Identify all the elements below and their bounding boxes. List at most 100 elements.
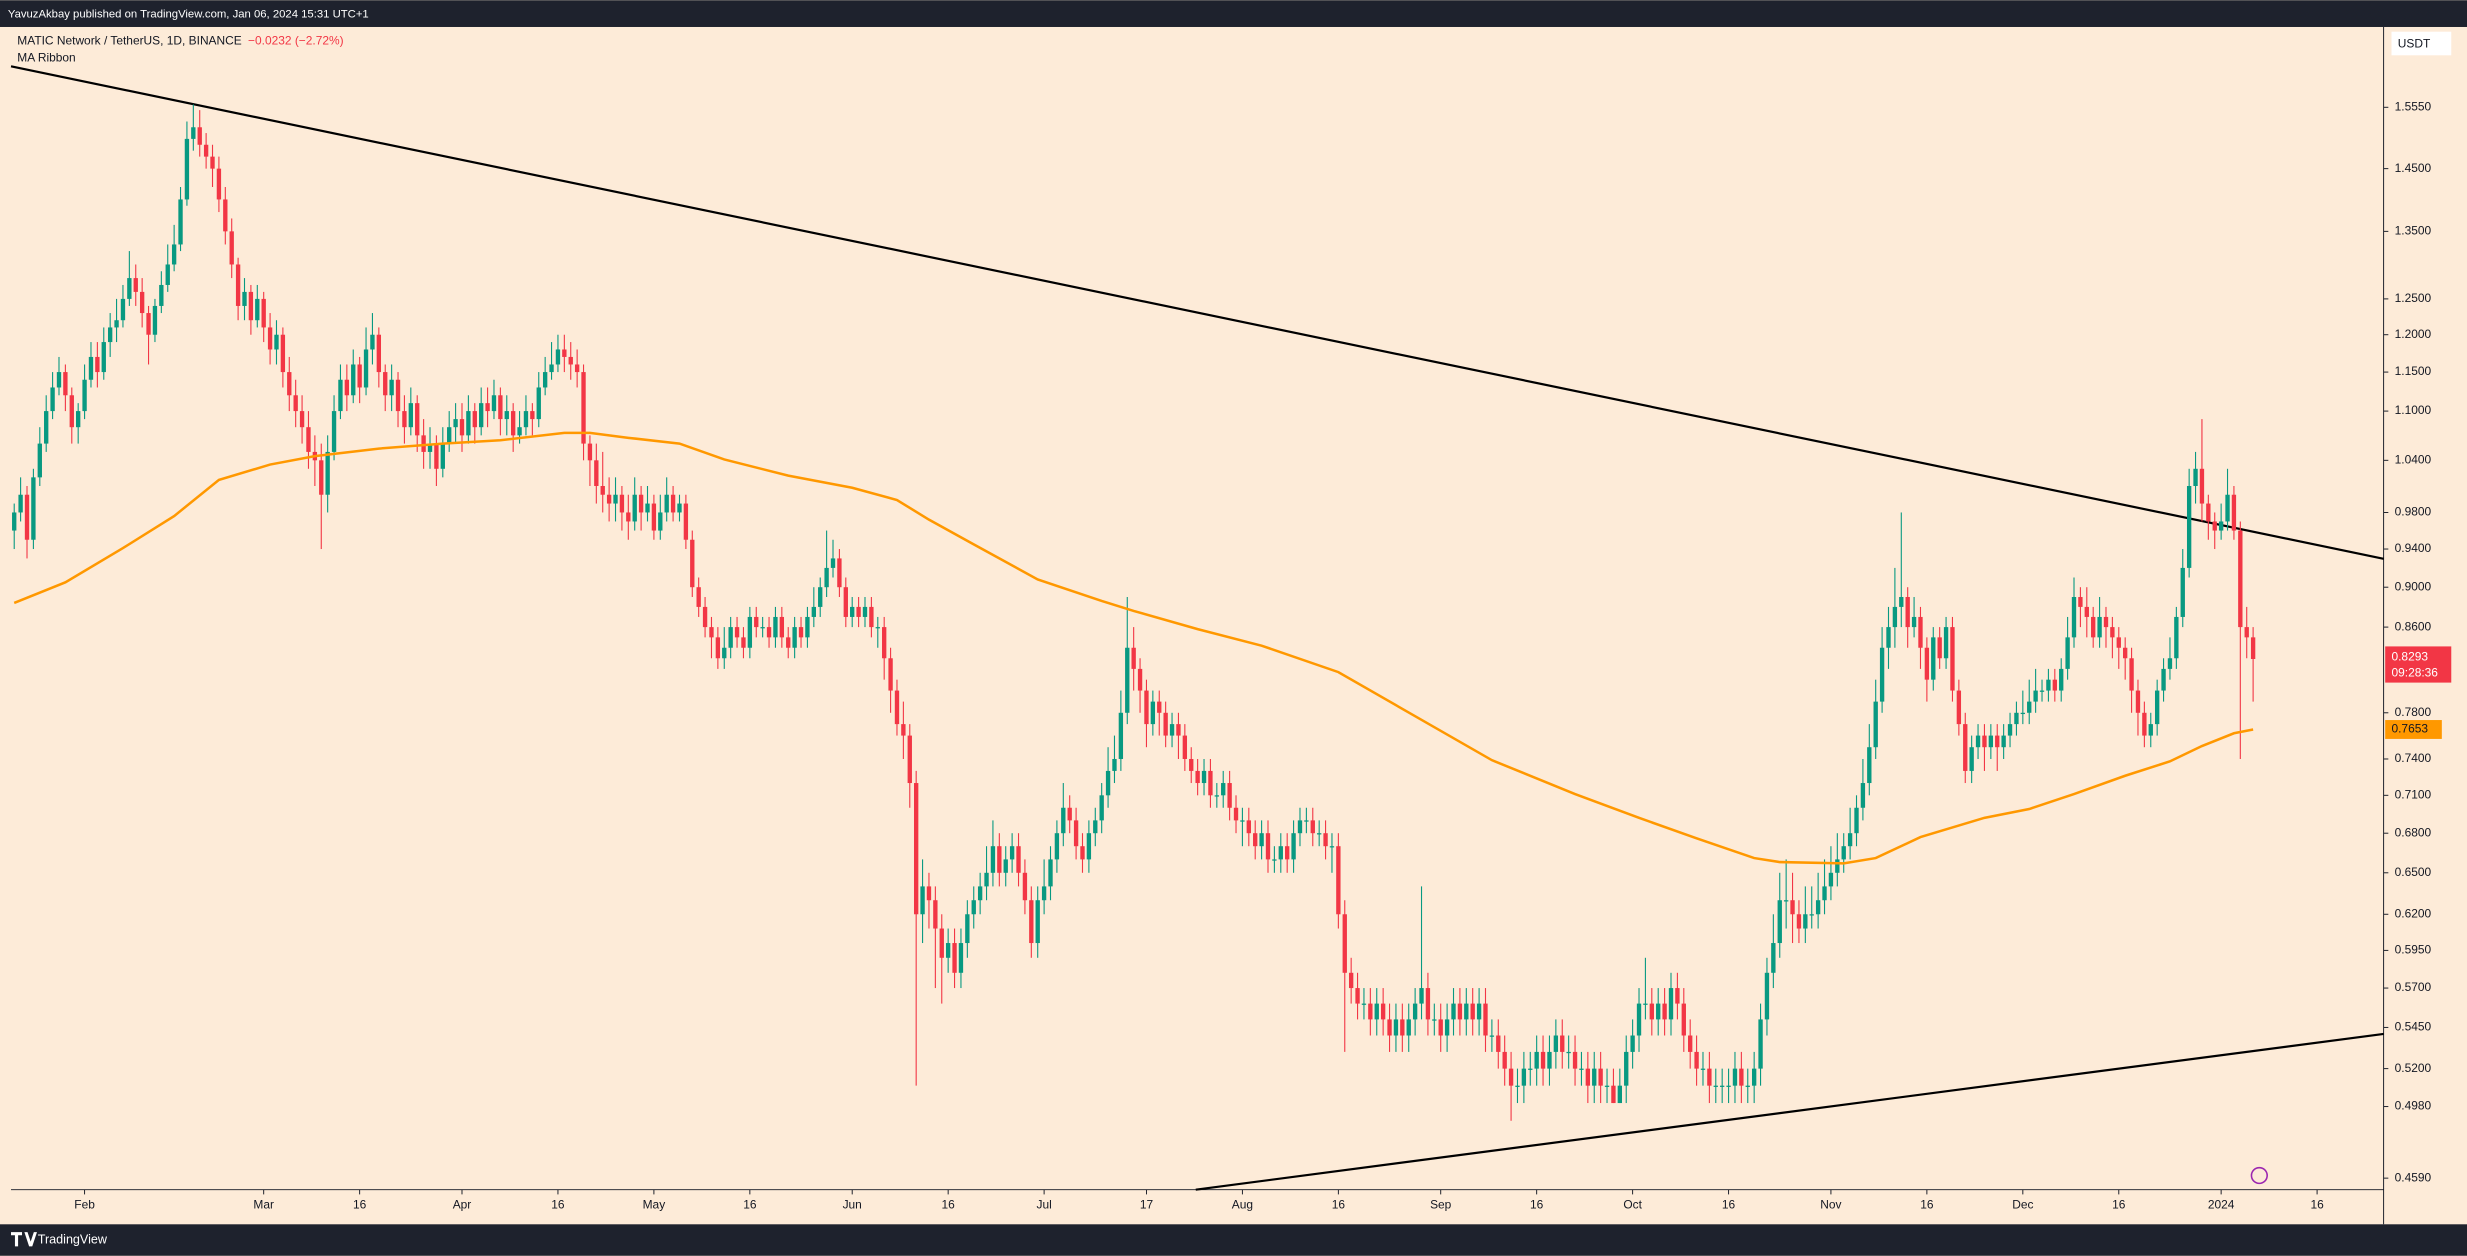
candle-body bbox=[562, 349, 567, 357]
candle-body bbox=[894, 690, 900, 725]
candle-body bbox=[1412, 1003, 1418, 1020]
candle-body bbox=[261, 298, 266, 328]
candle-body bbox=[24, 494, 30, 540]
candle-body bbox=[1540, 1051, 1546, 1069]
candle-body bbox=[830, 558, 836, 568]
candle-body bbox=[447, 427, 452, 444]
candle-body bbox=[901, 724, 906, 736]
candle-body bbox=[2193, 468, 2198, 487]
candle-body bbox=[2218, 521, 2224, 531]
candle-body bbox=[184, 138, 190, 200]
candle-body bbox=[453, 419, 458, 428]
candle-body bbox=[1988, 735, 1994, 748]
candle-body bbox=[82, 379, 87, 412]
candle-body bbox=[1035, 900, 1040, 944]
candle-body bbox=[1995, 735, 2000, 748]
candle-body bbox=[683, 503, 689, 540]
candle-body bbox=[619, 494, 625, 513]
candle-body bbox=[1873, 701, 1878, 748]
candle-body bbox=[2071, 597, 2077, 638]
y-tick-label: 0.6800 bbox=[2395, 825, 2432, 839]
candle-body bbox=[1528, 1068, 1533, 1070]
candle-body bbox=[229, 231, 234, 265]
candle-body bbox=[875, 627, 880, 629]
candle-body bbox=[76, 411, 81, 428]
candle-body bbox=[331, 411, 337, 452]
candle-body bbox=[44, 411, 49, 444]
candle-body bbox=[171, 244, 177, 265]
candle-body bbox=[581, 372, 586, 444]
candle-body bbox=[2065, 637, 2070, 669]
indicator-name: MA Ribbon bbox=[17, 51, 75, 65]
candle-body bbox=[913, 783, 919, 915]
candle-body bbox=[293, 395, 298, 412]
candle-body bbox=[658, 512, 663, 531]
candle-body bbox=[677, 503, 682, 513]
candle-body bbox=[1387, 1019, 1392, 1036]
candle-body bbox=[1272, 859, 1277, 861]
candle-body bbox=[1380, 1003, 1386, 1020]
candle-body bbox=[139, 291, 145, 314]
candle-body bbox=[1144, 690, 1149, 725]
candle-body bbox=[773, 616, 778, 638]
candle-body bbox=[1009, 846, 1015, 860]
candle-body bbox=[1476, 1003, 1482, 1020]
candle-body bbox=[1854, 807, 1859, 834]
currency-box bbox=[2391, 31, 2452, 56]
candle-body bbox=[434, 443, 439, 469]
x-tick-label: Dec bbox=[2012, 1198, 2033, 1212]
candle-body bbox=[1361, 1003, 1367, 1005]
candle-body bbox=[1803, 914, 1808, 929]
candle-body bbox=[1777, 900, 1782, 944]
candle-body bbox=[1892, 606, 1898, 628]
candle-body bbox=[1214, 795, 1219, 797]
candle-body bbox=[1336, 846, 1341, 915]
candle-body bbox=[2225, 494, 2230, 522]
candle-body bbox=[1956, 690, 1962, 725]
candle-body bbox=[1061, 807, 1066, 834]
candle-body bbox=[1016, 846, 1021, 873]
candle-body bbox=[146, 313, 151, 335]
candle-body bbox=[786, 637, 791, 648]
candle-body bbox=[645, 503, 650, 513]
candle-body bbox=[1029, 900, 1034, 944]
candle-body bbox=[2084, 606, 2089, 617]
candle-body bbox=[1969, 747, 1974, 771]
x-tick-label: 16 bbox=[2310, 1198, 2324, 1212]
x-tick-label: 16 bbox=[942, 1198, 956, 1212]
x-tick-label: Feb bbox=[74, 1198, 95, 1212]
candle-body bbox=[568, 356, 573, 365]
candle-body bbox=[517, 427, 522, 436]
candle-body bbox=[88, 356, 94, 380]
logo bbox=[11, 1232, 37, 1247]
candle-body bbox=[1304, 820, 1309, 822]
candle-body bbox=[1355, 988, 1360, 1004]
candle-body bbox=[798, 627, 804, 638]
candle-body bbox=[1163, 712, 1168, 736]
candle-body bbox=[632, 494, 637, 522]
x-tick-label: 16 bbox=[1920, 1198, 1934, 1212]
x-tick-label: Aug bbox=[1232, 1198, 1253, 1212]
candle-body bbox=[1924, 647, 1930, 680]
candle-body bbox=[670, 494, 676, 513]
candle-body bbox=[1911, 616, 1917, 628]
candle-body bbox=[1157, 701, 1162, 713]
x-tick-label: Sep bbox=[1430, 1198, 1452, 1212]
candle-body bbox=[2033, 690, 2038, 702]
candle-body bbox=[728, 627, 733, 648]
candle-body bbox=[2116, 637, 2121, 648]
candle-body bbox=[1054, 833, 1060, 860]
candle-body bbox=[1566, 1051, 1571, 1054]
candle-body bbox=[1796, 914, 1802, 929]
candle-body bbox=[267, 327, 273, 350]
candle-body bbox=[191, 127, 196, 139]
candle-body bbox=[760, 627, 765, 629]
candle-body bbox=[1668, 988, 1674, 1020]
candle-body bbox=[95, 356, 100, 373]
y-tick-label: 0.6200 bbox=[2395, 906, 2432, 920]
candle-body bbox=[299, 411, 305, 428]
candle-body bbox=[479, 403, 484, 428]
trendline bbox=[10, 65, 2384, 560]
candle-body bbox=[1553, 1035, 1559, 1052]
